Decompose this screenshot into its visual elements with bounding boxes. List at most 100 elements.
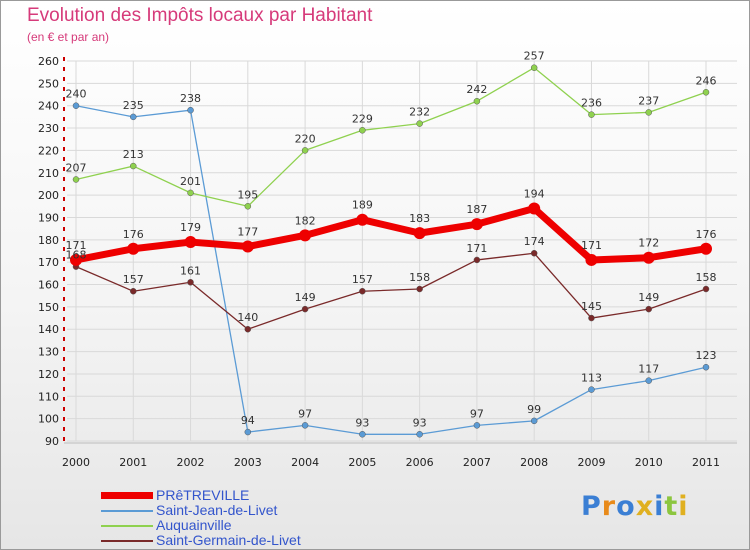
data-point [588, 386, 595, 393]
logo-letter: t [664, 491, 679, 522]
logo-letter: r [601, 491, 617, 522]
data-point [359, 431, 366, 438]
data-label: 201 [180, 175, 201, 188]
y-tick-label: 170 [38, 256, 59, 269]
data-point [356, 213, 369, 226]
data-point [241, 240, 254, 253]
data-label: 183 [409, 212, 430, 225]
logo-letter: P [581, 491, 602, 522]
data-point [187, 106, 194, 114]
data-point [130, 113, 137, 121]
data-label: 168 [66, 249, 87, 262]
data-label: 149 [295, 291, 316, 304]
data-point [588, 111, 595, 118]
legend-label: Saint-Germain-de-Livet [156, 532, 301, 548]
data-point [187, 279, 194, 286]
x-tick-label: 2005 [348, 456, 376, 469]
data-label: 194 [524, 188, 545, 201]
data-label: 189 [352, 199, 373, 212]
data-point [301, 147, 309, 154]
y-tick-label: 150 [38, 301, 59, 314]
data-label: 99 [527, 403, 541, 416]
data-label: 171 [581, 239, 602, 252]
data-label: 187 [466, 203, 487, 216]
x-tick-label: 2003 [234, 456, 262, 469]
data-label: 257 [524, 50, 545, 63]
data-label: 140 [237, 311, 258, 324]
data-label: 157 [123, 273, 144, 286]
legend-swatch [101, 525, 153, 527]
data-label: 232 [409, 106, 430, 119]
y-tick-label: 100 [38, 413, 59, 426]
logo-letter: x [635, 491, 655, 522]
y-tick-label: 240 [38, 100, 59, 113]
data-label: 238 [180, 92, 201, 105]
data-label: 174 [524, 235, 545, 248]
chart-title: Evolution des Impôts locaux par Habitant [27, 5, 373, 26]
x-tick-label: 2006 [406, 456, 434, 469]
data-point [530, 64, 538, 71]
x-tick-label: 2004 [291, 456, 319, 469]
logo-letter: i [678, 491, 689, 522]
x-tick-label: 2000 [62, 456, 90, 469]
data-label: 97 [470, 407, 484, 420]
data-point [645, 377, 652, 384]
data-label: 242 [466, 83, 487, 96]
y-tick-label: 200 [38, 189, 59, 202]
x-tick-label: 2002 [177, 456, 205, 469]
data-point [301, 422, 309, 429]
legend-swatch [101, 540, 153, 542]
legend-swatch [101, 510, 153, 512]
data-label: 176 [696, 228, 717, 241]
data-label: 240 [66, 88, 87, 101]
series-line-2 [75, 67, 707, 207]
data-point [702, 89, 710, 96]
data-point [528, 202, 541, 215]
legend-label: PRêTREVILLE [156, 487, 250, 503]
data-point [130, 287, 137, 295]
data-point [700, 242, 712, 255]
data-point [702, 363, 710, 371]
y-tick-label: 130 [38, 346, 59, 359]
x-tick-label: 2008 [520, 456, 548, 469]
data-label: 195 [237, 188, 258, 201]
data-point [585, 253, 598, 266]
series-line-1 [75, 105, 707, 435]
data-label: 94 [241, 414, 255, 427]
logo-letter: o [616, 491, 636, 522]
x-tick-label: 2009 [577, 456, 605, 469]
y-tick-label: 120 [38, 368, 59, 381]
data-point [702, 285, 710, 293]
data-label: 117 [638, 363, 659, 376]
data-label: 171 [466, 242, 487, 255]
data-point [359, 287, 366, 295]
data-label: 113 [581, 372, 602, 385]
data-label: 213 [123, 148, 144, 161]
y-tick-label: 160 [38, 279, 59, 292]
data-point [413, 227, 426, 240]
data-point [416, 285, 423, 293]
legend-item: Saint-Germain-de-Livet [101, 532, 361, 548]
data-label: 229 [352, 112, 373, 125]
data-point [645, 305, 652, 313]
data-point [473, 97, 481, 105]
data-label: 182 [295, 214, 316, 227]
series-line-0 [72, 205, 710, 264]
axis-layer: 90 100 110 120 130 140 150 160 170 180 190 200 210 22… [38, 55, 737, 469]
legend-swatch [101, 492, 153, 499]
data-label: 149 [638, 291, 659, 304]
data-label: 220 [295, 132, 316, 145]
data-point [473, 422, 481, 429]
data-label: 235 [123, 99, 144, 112]
data-label: 171 [66, 239, 87, 252]
data-label: 158 [409, 271, 430, 284]
data-point [301, 305, 309, 313]
legend-item: Auquainville [101, 517, 361, 533]
legend-item: Saint-Jean-de-Livet [101, 502, 361, 518]
data-point [416, 431, 423, 438]
data-label: 207 [66, 161, 87, 174]
data-label: 161 [180, 264, 201, 277]
y-tick-label: 190 [38, 211, 59, 224]
